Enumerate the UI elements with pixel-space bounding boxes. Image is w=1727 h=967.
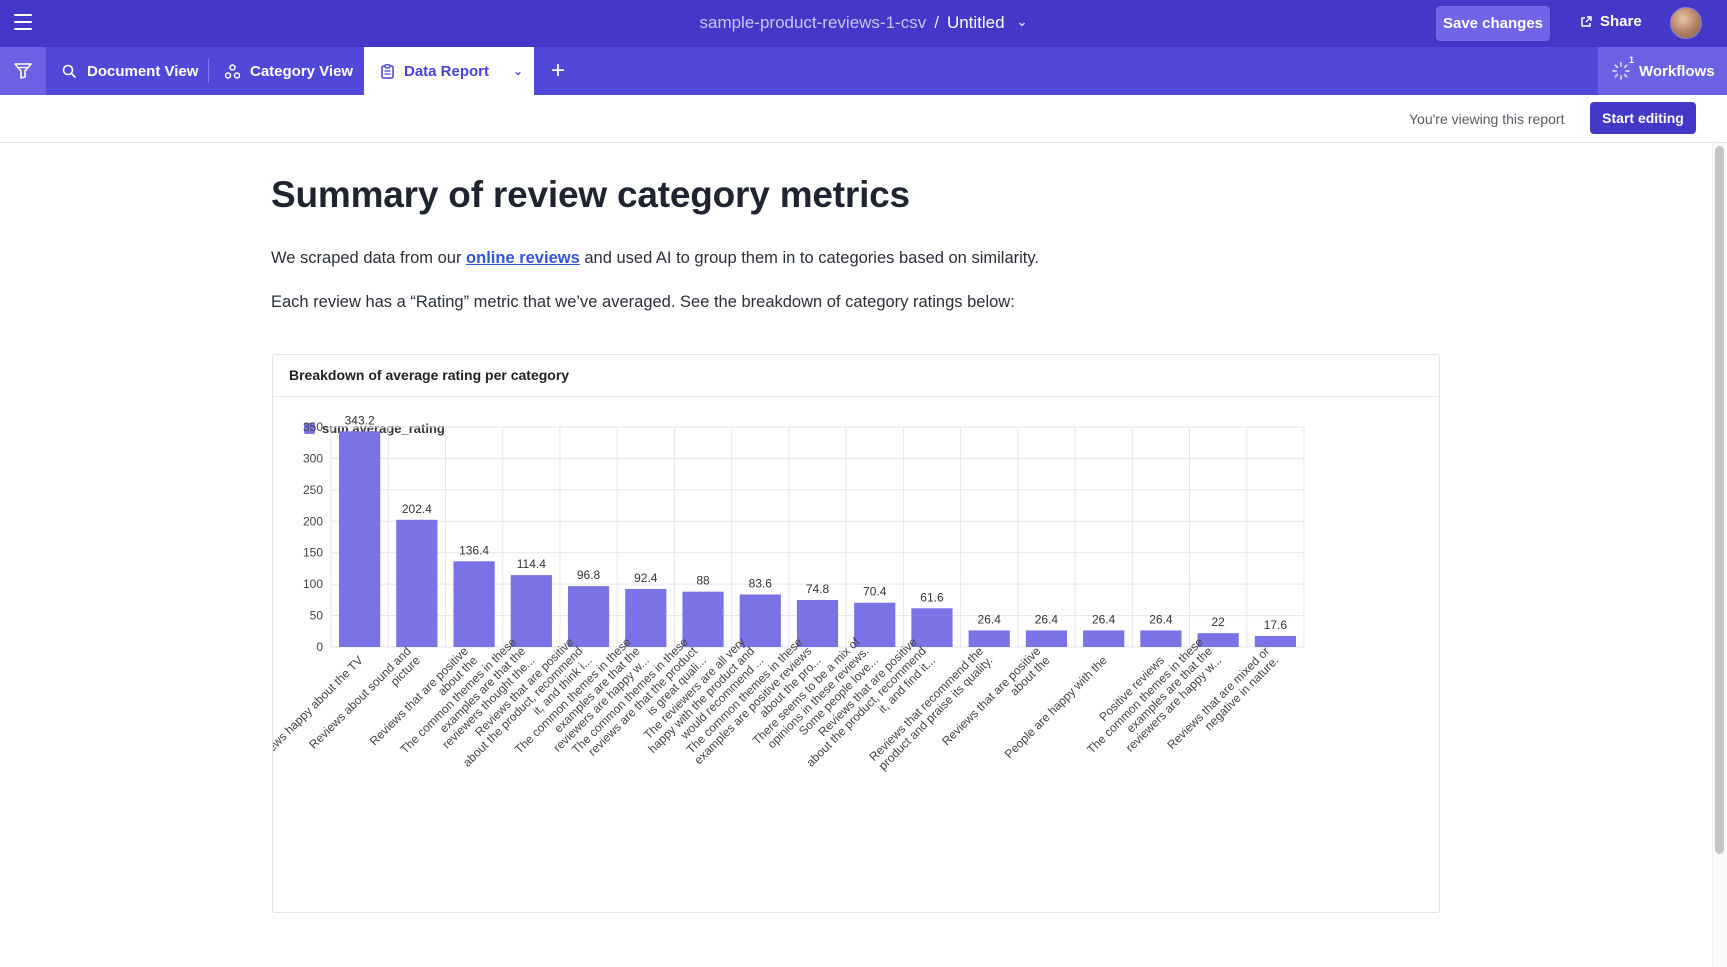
bar-value-label: 96.8 — [577, 568, 601, 582]
bar-value-label: 26.4 — [1092, 612, 1116, 626]
add-tab-button[interactable]: + — [550, 57, 565, 84]
chart-bar[interactable] — [1254, 635, 1296, 647]
bar-value-label: 74.8 — [806, 582, 830, 596]
chart-bar[interactable] — [1025, 630, 1068, 647]
y-tick-label: 150 — [303, 546, 323, 560]
filter-icon — [14, 63, 32, 79]
y-tick-label: 200 — [303, 514, 323, 528]
scrollbar-thumb[interactable] — [1715, 146, 1724, 854]
tab-divider — [208, 59, 209, 83]
tab-document-view[interactable]: Document View — [62, 47, 198, 95]
tab-bar: Document View Category View Data Report … — [0, 47, 1727, 95]
filter-button[interactable] — [0, 47, 46, 95]
start-editing-button[interactable]: Start editing — [1590, 102, 1696, 134]
bar-value-label: 343.2 — [345, 413, 375, 427]
chart-bar[interactable] — [968, 630, 1010, 647]
bar-value-label: 114.4 — [517, 557, 546, 571]
bar-value-label: 17.6 — [1264, 618, 1288, 632]
clipboard-icon — [381, 63, 394, 79]
bar-value-label: 83.6 — [749, 576, 773, 590]
loading-spinner-icon — [1612, 62, 1630, 80]
viewing-bar: You're viewing this report Start editing — [0, 95, 1727, 143]
intro-paragraph: We scraped data from our online reviews … — [271, 249, 1039, 268]
chart-bar[interactable] — [796, 599, 839, 647]
share-button[interactable]: Share — [1580, 13, 1642, 30]
bar-value-label: 88 — [696, 574, 710, 588]
bar-value-label: 61.6 — [920, 590, 944, 604]
search-icon — [62, 64, 77, 79]
chart-bar[interactable] — [682, 591, 724, 647]
chart-bar[interactable] — [396, 519, 438, 647]
bar-value-label: 26.4 — [1035, 612, 1059, 626]
chart-bar[interactable] — [625, 588, 667, 647]
y-tick-label: 100 — [303, 577, 323, 591]
tab-document-view-label: Document View — [87, 62, 199, 80]
chart-bar[interactable] — [1083, 630, 1125, 647]
bar-value-label: 26.4 — [1149, 612, 1173, 626]
rating-paragraph: Each review has a “Rating” metric that w… — [271, 293, 1015, 311]
bar-value-label: 136.4 — [459, 543, 489, 557]
chart-bar[interactable] — [854, 602, 896, 647]
external-link-icon — [1581, 15, 1592, 27]
chart-bar[interactable] — [510, 575, 552, 647]
y-tick-label: 0 — [316, 640, 323, 654]
legend-swatch — [304, 423, 315, 434]
report-title: Summary of review category metrics — [271, 174, 910, 215]
bar-value-label: 22 — [1211, 615, 1225, 629]
tab-data-report-label: Data Report — [404, 62, 490, 80]
chart-bar[interactable] — [911, 608, 953, 647]
chart-bar[interactable] — [339, 431, 381, 647]
online-reviews-link[interactable]: online reviews — [466, 249, 580, 267]
bar-value-label: 26.4 — [978, 612, 1002, 626]
workflows-label: Workflows — [1639, 62, 1715, 80]
chevron-down-icon[interactable]: ⌄ — [1016, 14, 1028, 29]
y-tick-label: 50 — [310, 609, 324, 623]
chart-bar[interactable] — [453, 561, 495, 647]
bar-value-label: 202.4 — [402, 502, 432, 516]
intro-text-before: We scraped data from our — [271, 249, 467, 267]
tab-category-view-label: Category View — [250, 62, 354, 80]
y-tick-label: 350 — [303, 420, 323, 434]
bar-chart: sum average_rating 050100150200250300350… — [273, 413, 1305, 773]
chart-bar[interactable] — [567, 586, 610, 647]
category-icon — [225, 63, 240, 79]
chart-title: Breakdown of average rating per category — [273, 355, 1439, 397]
workflows-button[interactable]: 1 Workflows — [1598, 47, 1727, 95]
share-label: Share — [1600, 13, 1642, 30]
y-tick-label: 300 — [303, 451, 323, 465]
intro-text-after: and used AI to group them in to categori… — [579, 249, 1039, 267]
title-separator: / — [934, 13, 939, 32]
bar-value-label: 92.4 — [634, 571, 658, 585]
y-tick-label: 250 — [303, 483, 323, 497]
workflows-badge: 1 — [1629, 55, 1635, 65]
viewing-status-text: You're viewing this report — [1409, 111, 1565, 127]
top-bar: sample-product-reviews-1-csv / Untitled ⌄ S… — [0, 0, 1727, 47]
menu-icon[interactable] — [14, 14, 32, 32]
chart-bar[interactable] — [739, 594, 781, 647]
chart-bar[interactable] — [1140, 630, 1182, 647]
document-name[interactable]: Untitled — [946, 13, 1005, 32]
file-name-link[interactable]: sample-product-reviews-1-csv — [699, 13, 927, 32]
save-changes-button[interactable]: Save changes — [1436, 6, 1550, 41]
bar-value-label: 70.4 — [863, 585, 887, 599]
tab-data-report[interactable]: Data Report ⌄ — [364, 47, 534, 95]
chart-bar[interactable] — [1197, 633, 1239, 647]
tab-category-view[interactable]: Category View — [225, 47, 353, 95]
user-avatar[interactable] — [1670, 7, 1702, 39]
chevron-down-icon[interactable]: ⌄ — [513, 64, 524, 78]
chart-card: Breakdown of average rating per category… — [272, 354, 1440, 913]
